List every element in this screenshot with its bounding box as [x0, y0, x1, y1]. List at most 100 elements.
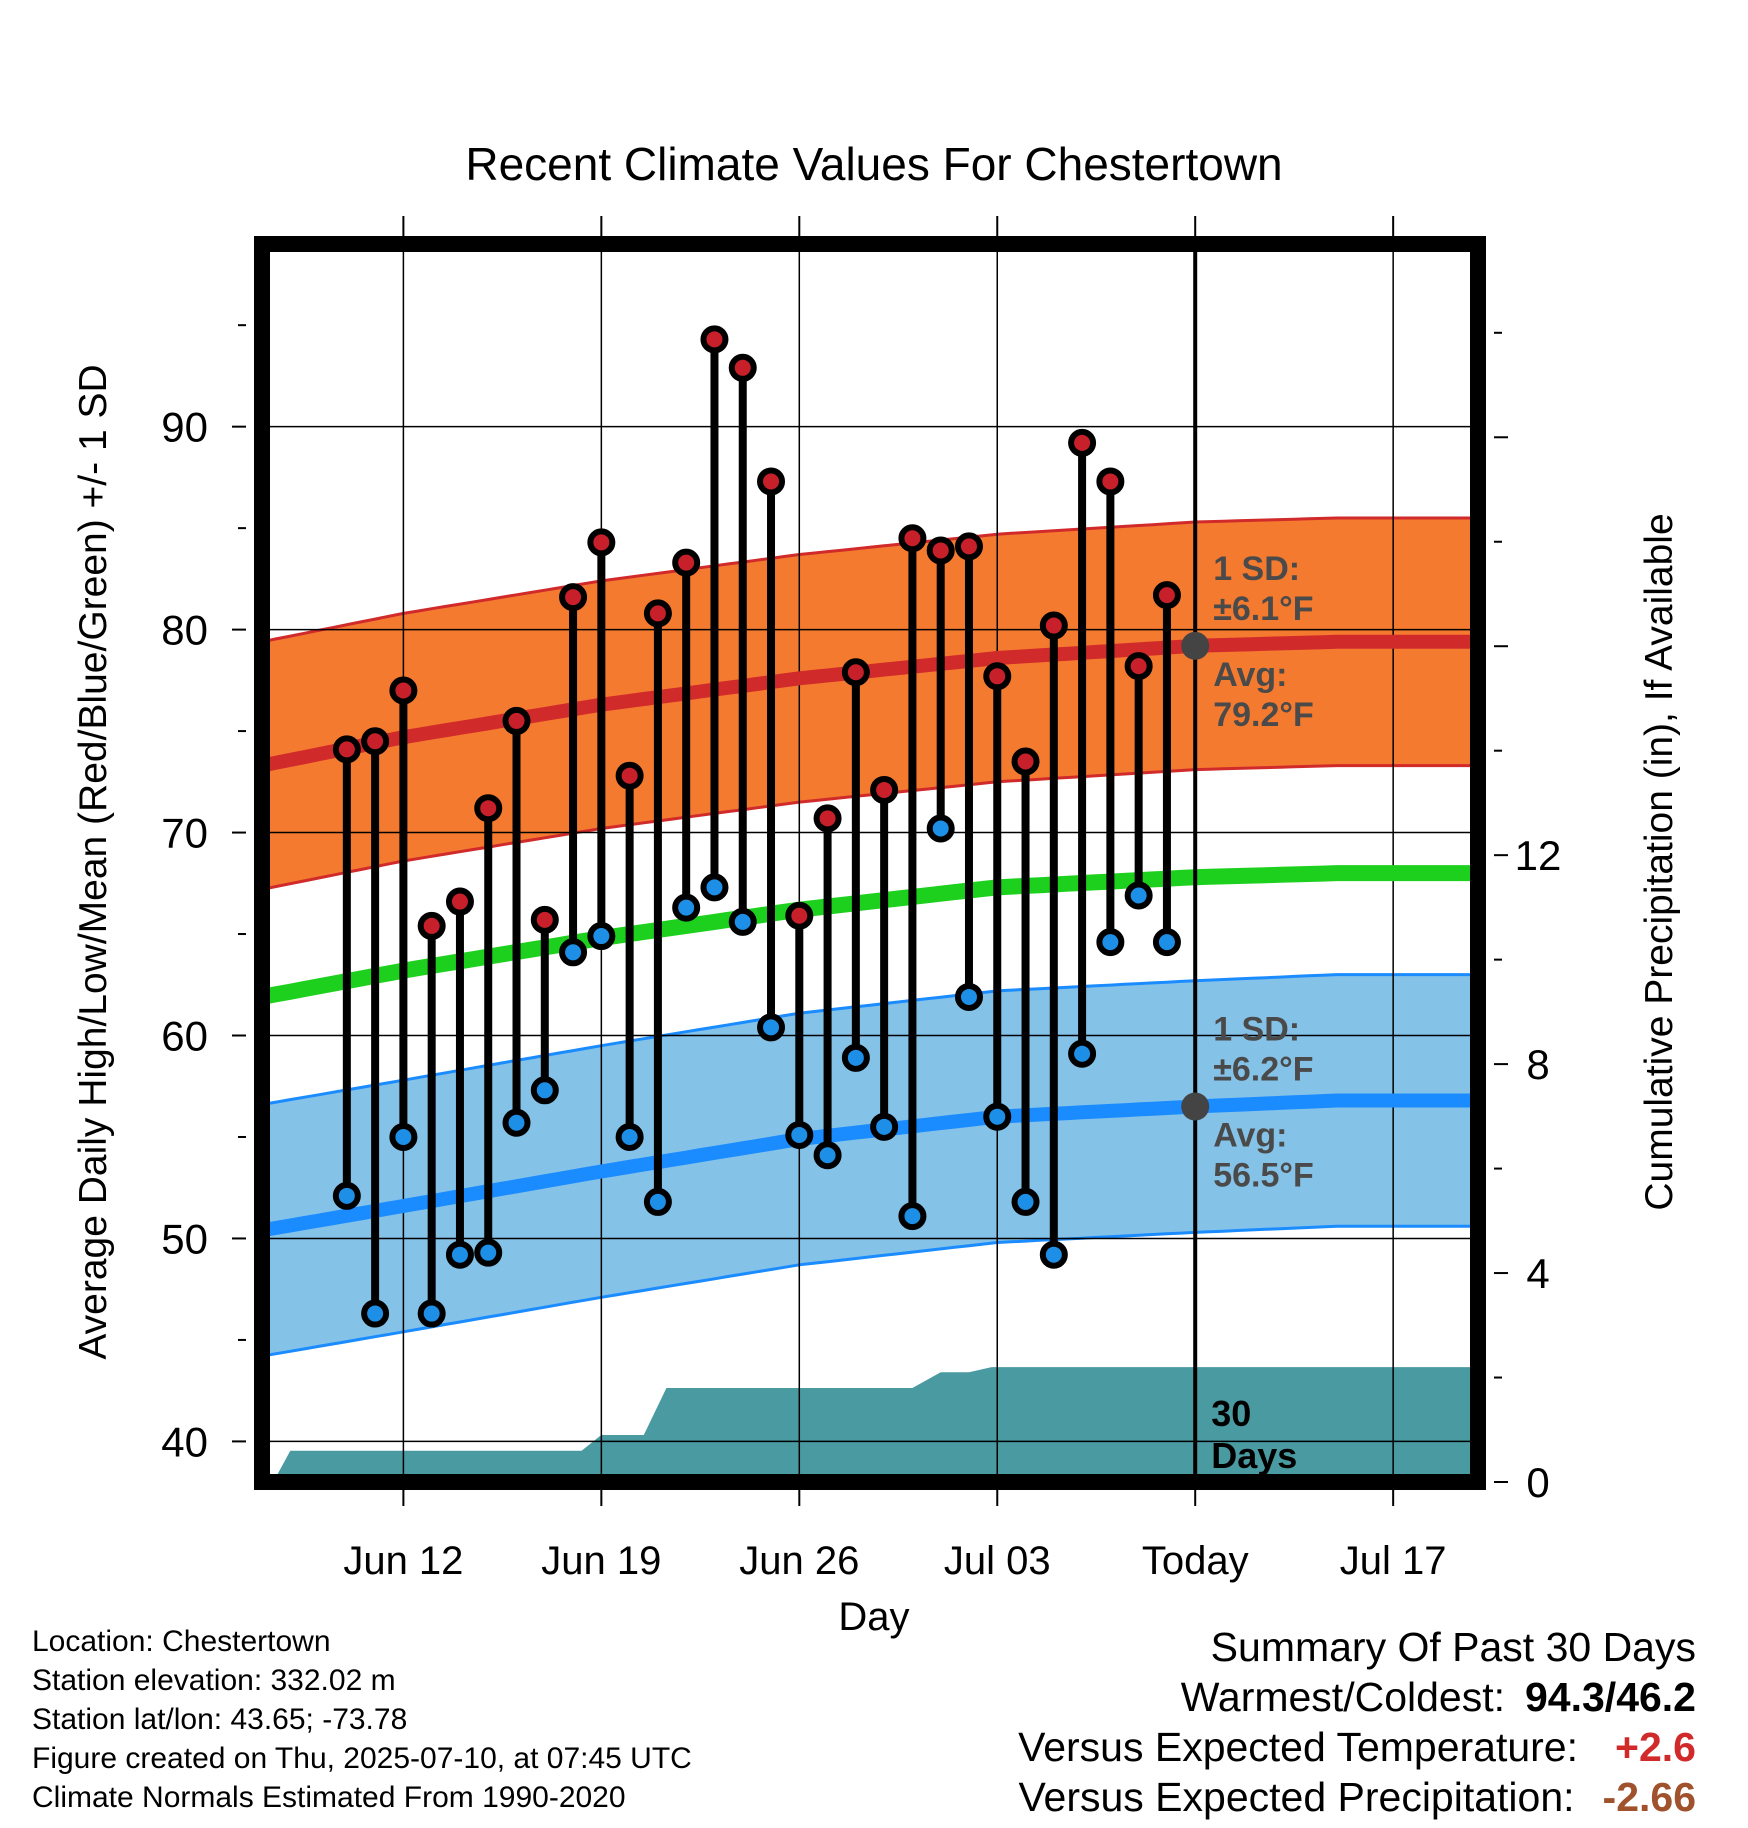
daily-high-point [926, 536, 955, 565]
y-tick-label: 60 [161, 1013, 208, 1060]
high-sd-value: ±6.1°F [1213, 590, 1313, 628]
daily-low-point [700, 873, 729, 902]
daily-high-point [898, 524, 927, 553]
daily-high-point [502, 706, 531, 735]
daily-high-point [474, 794, 503, 823]
daily-high-point [841, 658, 870, 687]
info-normals: Climate Normals Estimated From 1990-2020 [32, 1781, 626, 1814]
daily-high-point [870, 775, 899, 804]
daily-low-point [841, 1043, 870, 1072]
x-tick-label: Jun 19 [541, 1539, 661, 1583]
today-low-marker [1181, 1092, 1210, 1121]
x-tick-label: Jun 26 [739, 1539, 859, 1583]
daily-high-point [785, 901, 814, 930]
high-band-upper-edge [262, 516, 1478, 644]
summary-warm-cold: Warmest/Coldest: 94.3/46.2 [1018, 1672, 1696, 1722]
daily-high-point [417, 911, 446, 940]
daily-high-point [559, 583, 588, 612]
temp-value: +2.6 [1615, 1724, 1696, 1770]
y2-tick-label: 12 [1515, 832, 1562, 879]
warm-cold-label: Warmest/Coldest: [1180, 1674, 1505, 1720]
daily-low-point [643, 1187, 672, 1216]
daily-low-point [728, 907, 757, 936]
temp-label: Versus Expected Temperature: [1018, 1724, 1578, 1770]
low-normal-line [262, 1093, 1478, 1238]
y2-tick-label: 0 [1526, 1459, 1549, 1506]
daily-low-point [361, 1299, 390, 1328]
precip-label-days: Days [1211, 1435, 1297, 1476]
y2-tick-label: 8 [1526, 1041, 1549, 1088]
y-tick-label: 80 [161, 607, 208, 654]
daily-low-point [1011, 1187, 1040, 1216]
daily-high-point [700, 325, 729, 354]
daily-low-point [926, 814, 955, 843]
daily-low-point [870, 1112, 899, 1141]
daily-high-point [728, 353, 757, 382]
daily-low-point [672, 893, 701, 922]
daily-low-point [1068, 1039, 1097, 1068]
daily-high-point [1124, 652, 1153, 681]
daily-high-point [587, 528, 616, 557]
daily-low-point [757, 1013, 786, 1042]
daily-low-point [530, 1076, 559, 1105]
high-sd-band [262, 518, 1478, 890]
low-band-upper-edge [262, 973, 1478, 1106]
mean-normal-line [262, 865, 1478, 1005]
daily-high-point [954, 532, 983, 561]
daily-low-point [332, 1181, 361, 1210]
daily-high-point [389, 676, 418, 705]
info-location: Location: Chestertown [32, 1625, 331, 1658]
info-elevation: Station elevation: 332.02 m [32, 1664, 396, 1697]
daily-low-point [983, 1102, 1012, 1131]
daily-low-point [898, 1202, 927, 1231]
summary-precip: Versus Expected Precipitation: -2.66 [1018, 1772, 1696, 1822]
y-tick-label: 70 [161, 810, 208, 857]
daily-low-point [813, 1141, 842, 1170]
high-avg-value: 79.2°F [1213, 696, 1314, 734]
high-band-lower-edge [262, 764, 1478, 891]
daily-high-point [813, 804, 842, 833]
daily-low-point [785, 1120, 814, 1149]
daily-low-point [417, 1299, 446, 1328]
daily-high-point [1011, 747, 1040, 776]
y-tick-label: 40 [161, 1418, 208, 1465]
y-tick-label: 90 [161, 404, 208, 451]
daily-low-point [559, 938, 588, 967]
daily-high-point [757, 467, 786, 496]
warm-cold-value: 94.3/46.2 [1525, 1674, 1696, 1720]
y-axis-label: Average Daily High/Low/Mean (Red/Blue/Gr… [72, 364, 115, 1359]
daily-high-point [530, 905, 559, 934]
summary-panel: Summary Of Past 30 Days Warmest/Coldest:… [1018, 1622, 1696, 1822]
station-info: Location: Chestertown Station elevation:… [32, 1622, 692, 1817]
low-sd-band [262, 974, 1478, 1357]
daily-low-point [1152, 928, 1181, 957]
low-avg-value: 56.5°F [1213, 1157, 1314, 1195]
precip-label: Versus Expected Precipitation: [1018, 1774, 1575, 1820]
x-tick-label: Jun 12 [343, 1539, 463, 1583]
y2-axis-label: Cumulative Precipitation (in), If Availa… [1638, 513, 1681, 1210]
daily-low-point [1124, 881, 1153, 910]
precip-area [273, 1367, 1478, 1482]
summary-title: Summary Of Past 30 Days [1210, 1624, 1696, 1670]
y2-tick-label: 4 [1526, 1250, 1549, 1297]
daily-low-point [615, 1122, 644, 1151]
x-axis-label: Day [838, 1595, 909, 1639]
daily-high-point [983, 662, 1012, 691]
daily-high-point [1096, 467, 1125, 496]
daily-low-point [954, 982, 983, 1011]
low-sd-value: ±6.2°F [1213, 1051, 1313, 1089]
daily-high-point [445, 887, 474, 916]
daily-low-point [502, 1108, 531, 1137]
high-avg-label: Avg: [1213, 656, 1287, 694]
precip-value: -2.66 [1602, 1774, 1696, 1820]
daily-high-point [332, 735, 361, 764]
precip-label-30: 30 [1211, 1393, 1251, 1434]
daily-low-point [587, 922, 616, 951]
plot-frame [254, 236, 1486, 1490]
y-tick-label: 50 [161, 1215, 208, 1262]
low-avg-label: Avg: [1213, 1117, 1287, 1155]
high-normal-line [262, 634, 1478, 773]
low-sd-label: 1 SD: [1213, 1011, 1300, 1049]
